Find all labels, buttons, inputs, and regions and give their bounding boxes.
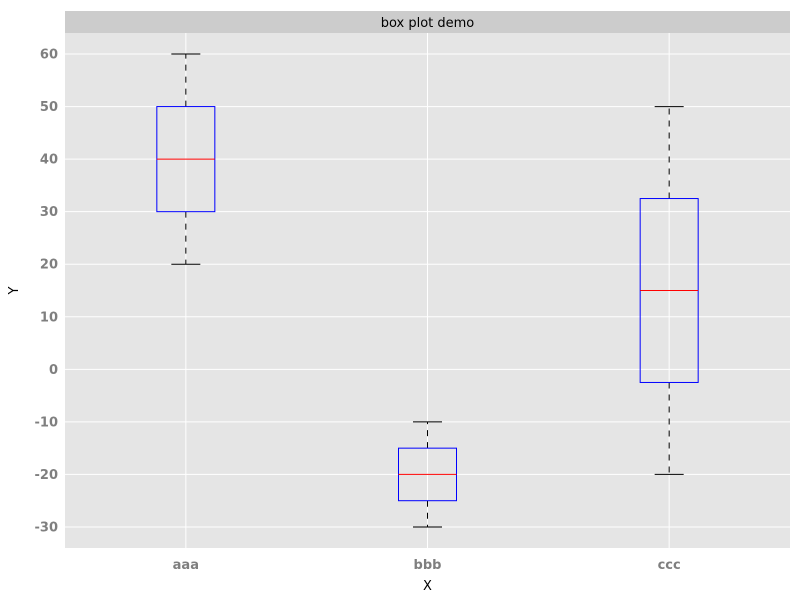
y-tick-label: 50 — [40, 100, 58, 115]
y-tick-label: -20 — [35, 468, 59, 483]
chart-title: box plot demo — [381, 16, 475, 31]
y-tick-label: 20 — [40, 258, 58, 273]
box-aaa — [156, 53, 216, 265]
box-bbb — [398, 421, 457, 528]
x-axis-label: X — [423, 579, 432, 594]
y-tick-label: 40 — [40, 153, 58, 168]
x-tick-labels: aaa bbb ccc — [173, 558, 681, 573]
box-marks — [156, 53, 699, 528]
x-tick-label-bbb: bbb — [414, 558, 442, 573]
y-tick-labels: -30 -20 -10 0 10 20 30 40 50 60 — [35, 48, 59, 536]
y-tick-label: 10 — [40, 310, 58, 325]
x-tick-label-aaa: aaa — [173, 558, 199, 573]
y-tick-label: 30 — [40, 205, 58, 220]
y-tick-label: 60 — [40, 48, 58, 63]
y-tick-label: -10 — [35, 415, 59, 430]
title-strip — [65, 11, 790, 33]
x-tick-label-ccc: ccc — [658, 558, 681, 573]
y-axis-label: Y — [7, 286, 22, 295]
y-tick-label: 0 — [49, 363, 58, 378]
box-ccc — [639, 106, 699, 475]
y-tick-label: -30 — [35, 520, 59, 535]
